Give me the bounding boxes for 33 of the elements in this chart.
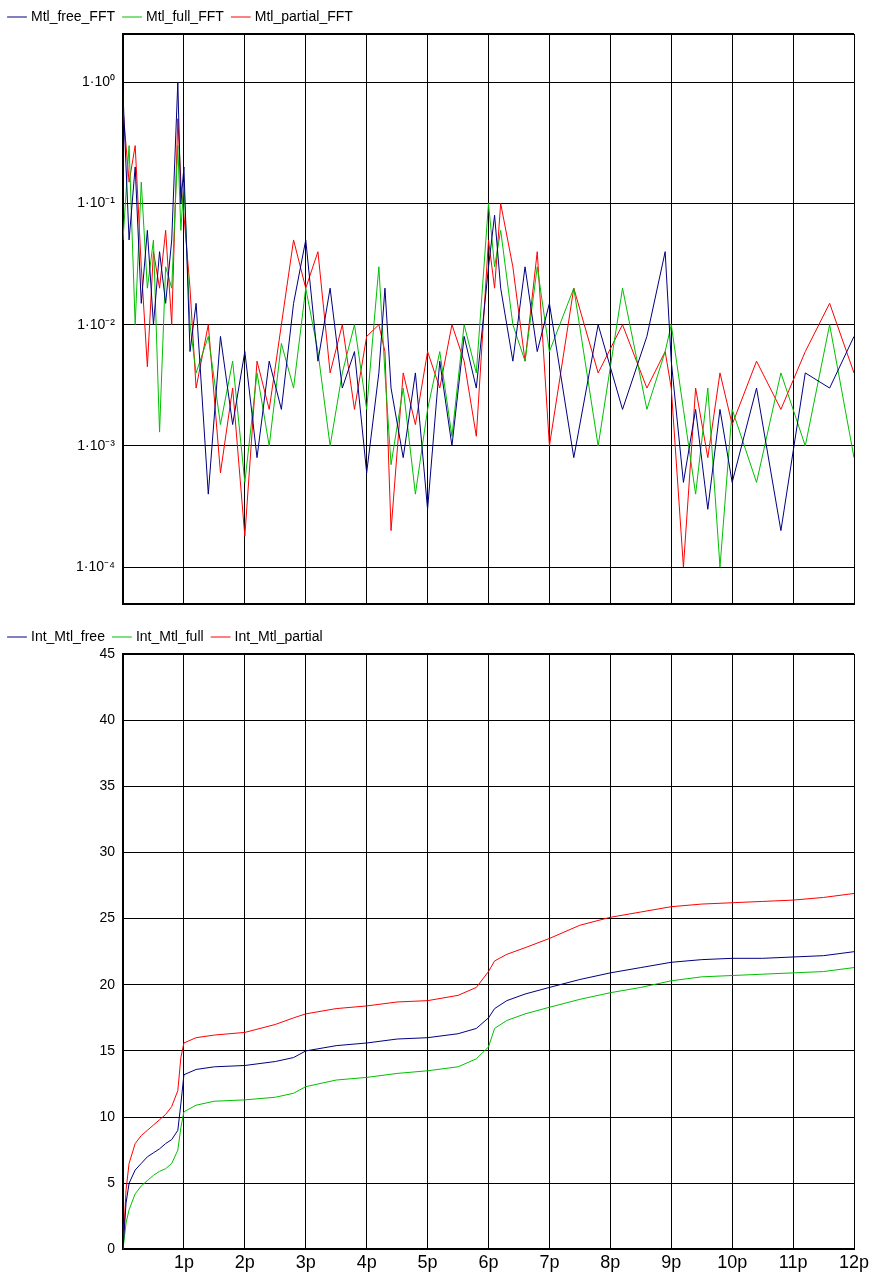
y-tick-label: 1·10⁰ xyxy=(81,73,115,90)
y-tick-label: 25 xyxy=(99,909,116,926)
y-tick-label: 5 xyxy=(107,1174,116,1191)
x-tick-label: 8p xyxy=(600,1252,621,1273)
legend-label: Int_Mtl_free xyxy=(31,627,106,644)
legend-label: Mtl_partial_FFT xyxy=(254,7,354,24)
y-tick-label: 35 xyxy=(99,777,116,794)
legend-label: Int_Mtl_full xyxy=(135,627,204,644)
y-tick-label: 15 xyxy=(99,1041,116,1058)
y-tick-label: 10 xyxy=(99,1107,116,1124)
x-tick-label: 6p xyxy=(478,1252,499,1273)
y-tick-label: 20 xyxy=(99,975,116,992)
y-tick-label: 1·10⁻⁴ xyxy=(75,557,115,574)
x-tick-label: 9p xyxy=(661,1252,682,1273)
legend-label: Int_Mtl_partial xyxy=(234,627,323,644)
x-tick-label: 1p xyxy=(173,1252,194,1273)
y-tick-label: 1·10⁻² xyxy=(77,315,116,332)
y-tick-label: 45 xyxy=(99,644,116,661)
y-tick-label: 0 xyxy=(107,1240,116,1257)
x-tick-label: 3p xyxy=(295,1252,316,1273)
y-tick-label: 1·10⁻³ xyxy=(77,436,116,453)
y-tick-label: 40 xyxy=(99,711,116,728)
x-tick-label: 2p xyxy=(234,1252,255,1273)
legend-label: Mtl_free_FFT xyxy=(31,7,116,24)
y-tick-label: 1·10⁻¹ xyxy=(77,194,116,211)
legend-label: Mtl_full_FFT xyxy=(146,7,225,24)
x-tick-label: 12p xyxy=(838,1252,870,1273)
x-tick-label: 7p xyxy=(539,1252,560,1273)
x-tick-label: 5p xyxy=(417,1252,438,1273)
x-tick-label: 10p xyxy=(717,1252,748,1273)
x-tick-label: 4p xyxy=(356,1252,377,1273)
x-tick-label: 11p xyxy=(778,1252,808,1273)
y-tick-label: 30 xyxy=(99,843,116,860)
